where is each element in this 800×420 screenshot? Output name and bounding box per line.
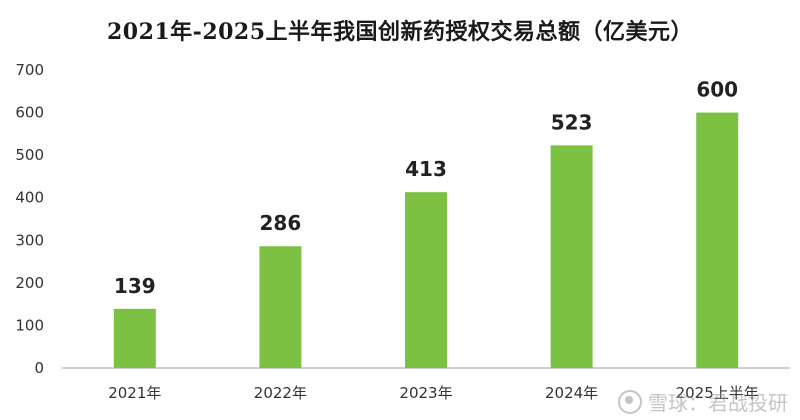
bar-value-label: 286 — [260, 211, 302, 235]
y-tick-label: 700 — [15, 61, 44, 79]
y-tick-label: 300 — [15, 231, 44, 249]
x-category-label: 2021年 — [108, 384, 161, 402]
bar-value-label: 413 — [405, 157, 447, 181]
bar — [696, 112, 739, 368]
snowball-logo-icon — [618, 389, 642, 414]
y-tick-label: 500 — [15, 146, 44, 164]
bar-value-label: 600 — [696, 78, 738, 102]
bar — [405, 192, 447, 368]
bar — [550, 145, 593, 368]
watermark-text: 雪球：君战投研 — [648, 391, 788, 415]
x-category-label: 2024年 — [545, 384, 598, 402]
chart-title: 2021年-2025上半年我国创新药授权交易总额（亿美元） — [106, 19, 694, 45]
bar-value-label: 139 — [114, 274, 156, 298]
y-tick-label: 0 — [34, 359, 44, 377]
x-category-label: 2023年 — [399, 384, 452, 402]
y-tick-label: 200 — [15, 274, 44, 292]
bar-value-label: 523 — [551, 110, 593, 134]
x-category-label: 2022年 — [254, 384, 307, 402]
y-tick-label: 400 — [15, 189, 44, 207]
bar — [113, 308, 156, 368]
y-tick-label: 100 — [15, 316, 44, 334]
bar — [259, 246, 302, 368]
watermark: 雪球：君战投研 — [618, 387, 788, 416]
y-tick-label: 600 — [15, 104, 44, 122]
x-category-label: 2025上半年 — [676, 384, 759, 402]
